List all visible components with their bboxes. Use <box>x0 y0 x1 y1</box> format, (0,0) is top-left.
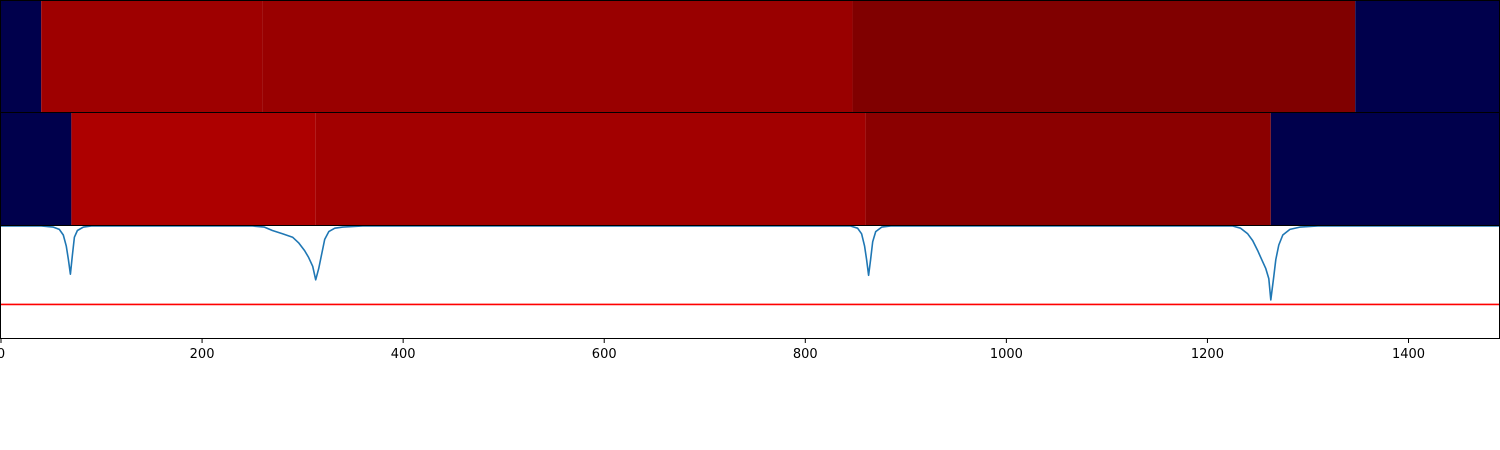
x-axis: 0 200 400 600 800 1000 1200 1400 <box>0 338 1425 362</box>
x-tick-label-200: 200 <box>190 347 215 362</box>
track-1-segment-5 <box>1355 1 1499 112</box>
x-tick-label-800: 800 <box>793 347 818 362</box>
heatmap-track-1 <box>0 0 1500 113</box>
track-1-segment-2 <box>41 1 263 112</box>
signal-panel-frame <box>0 225 1500 339</box>
signal-line <box>1 225 1499 301</box>
track-2-segment-1 <box>1 113 72 225</box>
x-tick-label-0: 0 <box>0 347 5 362</box>
track-2-segment-5 <box>1270 113 1499 225</box>
track-2-segment-3 <box>315 113 866 225</box>
x-tick-label-600: 600 <box>592 347 617 362</box>
track-1-segment-3 <box>262 1 853 112</box>
heatmap-track-2 <box>0 112 1500 226</box>
track-1-segment-1 <box>1 1 42 112</box>
x-tick-label-1400: 1400 <box>1392 347 1425 362</box>
track-2-segment-4 <box>865 113 1271 225</box>
x-tick-label-1000: 1000 <box>990 347 1023 362</box>
x-tick-label-1200: 1200 <box>1191 347 1224 362</box>
track-1-segment-4 <box>852 1 1356 112</box>
signal-panel <box>0 225 1500 339</box>
x-tick-label-400: 400 <box>391 347 416 362</box>
track-2-segment-2 <box>71 113 316 225</box>
